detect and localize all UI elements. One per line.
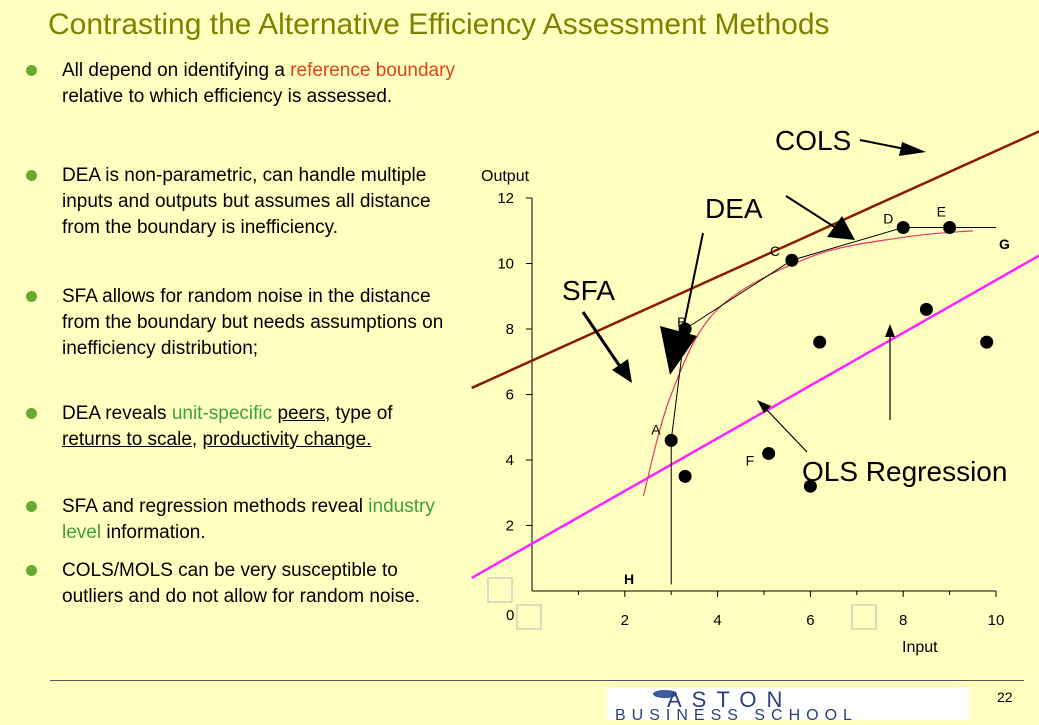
ols-arrowhead — [757, 400, 771, 413]
cols-arrowhead — [899, 142, 926, 156]
bullet-text-run: relative to which efficiency is assessed… — [62, 86, 393, 107]
bullet-text-run: peers — [277, 403, 325, 424]
bullet-text-run: SFA and regression methods reveal — [62, 496, 369, 517]
bullet-dot — [26, 408, 37, 419]
cols-line — [471, 130, 1039, 390]
ols-arrowhead — [885, 324, 895, 337]
bullet-text-run: , — [191, 429, 203, 450]
bullet-dot — [26, 65, 37, 76]
data-point — [919, 302, 933, 316]
bullet-text: All depend on identifying a reference bo… — [62, 58, 456, 110]
x-tick-label: 4 — [713, 612, 721, 629]
bullet-text-run: SFA allows for random noise in the dista… — [62, 286, 444, 359]
bullet-3: SFA allows for random noise in the dista… — [26, 284, 456, 362]
page-number: 22 — [997, 689, 1013, 705]
ols-annotation: OLS Regression — [802, 456, 1007, 487]
bullet-text-run: All depend on identifying a — [62, 60, 291, 81]
sfa-frontier-curve — [642, 230, 973, 497]
bullet-text-run: COLS/MOLS can be very susceptible to out… — [62, 560, 421, 607]
data-point — [785, 253, 799, 267]
point-label: B — [677, 314, 686, 330]
bullet-text-run: , type of — [324, 403, 393, 424]
point-label: A — [651, 421, 661, 437]
data-point — [803, 479, 817, 493]
bullet-text: DEA reveals unit-specific peers, type of… — [62, 401, 456, 453]
label-h: H — [624, 571, 634, 587]
ols-arrow-line — [765, 408, 808, 453]
x-tick-label: 6 — [806, 612, 814, 629]
footer-divider — [50, 680, 1024, 681]
y-tick-label: 12 — [497, 190, 514, 207]
bullet-5: SFA and regression methods reveal indust… — [26, 494, 456, 546]
sfa-arrowhead — [612, 359, 632, 383]
x-tick-label: 8 — [899, 612, 907, 629]
placeholder-box — [516, 604, 542, 630]
point-label: F — [746, 452, 755, 468]
y-tick-label: 4 — [506, 452, 514, 469]
data-point — [678, 469, 692, 483]
slide-title: Contrasting the Alternative Efficiency A… — [48, 8, 830, 41]
y-axis-label: Output — [481, 168, 530, 185]
bullet-text-run: industry level — [62, 496, 435, 543]
logo-swoosh-icon — [653, 690, 677, 698]
bullet-text: COLS/MOLS can be very susceptible to out… — [62, 558, 456, 610]
bullet-dot — [26, 501, 37, 512]
data-point — [943, 220, 957, 234]
bullet-dot — [26, 170, 37, 181]
dea-frontier — [670, 226, 996, 585]
placeholder-box — [851, 604, 877, 630]
bullet-text-run: DEA reveals — [62, 403, 172, 424]
x-tick-label: 10 — [988, 612, 1005, 629]
label-g: G — [999, 236, 1010, 252]
point-label: D — [883, 210, 893, 226]
bullet-4: DEA reveals unit-specific peers, type of… — [26, 401, 456, 453]
ols-regression-line — [471, 254, 1039, 579]
bullet-1: All depend on identifying a reference bo… — [26, 58, 456, 110]
aston-logo: ASTON BUSINESS SCHOOL — [607, 687, 970, 724]
sfa-arrow-line — [581, 311, 623, 369]
cols-annotation: COLS — [775, 125, 851, 156]
logo-line-2: BUSINESS SCHOOL — [615, 707, 858, 720]
data-point — [664, 433, 678, 447]
placeholder-box — [487, 577, 513, 603]
bullet-dot — [26, 291, 37, 302]
x-axis-label: Input — [902, 639, 938, 656]
bullet-6: COLS/MOLS can be very susceptible to out… — [26, 558, 456, 610]
y-tick-label: 10 — [497, 256, 514, 273]
bullet-text: DEA is non-parametric, can handle multip… — [62, 163, 456, 241]
dea-arrow-line — [682, 232, 704, 331]
x-tick-label: 2 — [621, 612, 629, 629]
y-tick-label: 2 — [506, 518, 514, 535]
origin-label: 0 — [506, 607, 514, 624]
bullet-text: SFA allows for random noise in the dista… — [62, 284, 456, 362]
dea-arrowhead — [660, 326, 697, 375]
data-point — [762, 446, 776, 460]
bullet-text-run: returns to scale — [62, 429, 192, 450]
bullet-text-run: unit-specific — [171, 403, 273, 424]
y-tick-label: 8 — [506, 321, 514, 338]
point-label: C — [770, 243, 780, 259]
bullet-2: DEA is non-parametric, can handle multip… — [26, 163, 456, 241]
data-point — [980, 335, 994, 349]
bullet-text-run: reference boundary — [290, 60, 455, 81]
bullet-dot — [26, 565, 37, 576]
point-label: E — [937, 203, 946, 219]
dea-arrow-line — [785, 195, 837, 229]
bullet-text-run: information. — [101, 522, 206, 543]
bullet-text: SFA and regression methods reveal indust… — [62, 494, 456, 546]
dea-annotation: DEA — [705, 193, 763, 224]
dea-arrowhead — [827, 216, 855, 240]
y-tick-label: 6 — [506, 387, 514, 404]
bullet-text-run: DEA is non-parametric, can handle multip… — [62, 165, 431, 238]
logo-line-1: ASTON — [667, 687, 792, 712]
bullet-text-run: productivity change. — [202, 429, 372, 450]
data-point — [896, 220, 910, 234]
cols-arrow-line — [859, 139, 906, 150]
data-point — [813, 335, 827, 349]
sfa-annotation: SFA — [562, 275, 615, 306]
